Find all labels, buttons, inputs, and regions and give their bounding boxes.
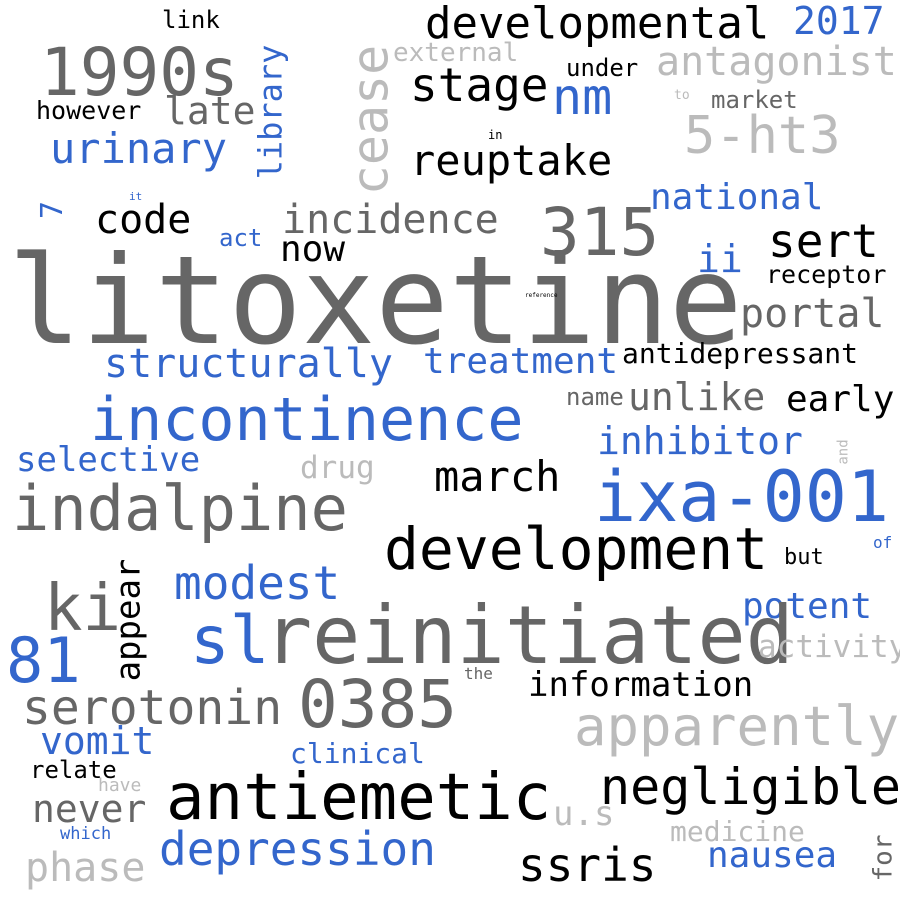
word-structurally: structurally	[104, 341, 393, 387]
word-appear: appear	[107, 558, 148, 682]
word-treatment: treatment	[423, 341, 619, 382]
word-market: market	[711, 86, 798, 114]
word-late: late	[164, 89, 256, 133]
word-portal: portal	[740, 291, 885, 337]
word-litoxetine: litoxetine	[8, 230, 743, 372]
word-receptor: receptor	[766, 260, 887, 289]
word-serotonin: serotonin	[22, 680, 283, 736]
word-early: early	[786, 379, 895, 420]
word-clinical: clinical	[290, 737, 425, 770]
word-ssris: ssris	[518, 838, 657, 892]
word-in: in	[488, 128, 503, 142]
word-national: national	[650, 177, 824, 218]
word-information: information	[528, 665, 754, 705]
word-1990s: 1990s	[40, 34, 239, 111]
word-under: under	[566, 54, 639, 82]
word-code: code	[95, 197, 192, 243]
word-but: but	[784, 545, 824, 570]
word-antagonist: antagonist	[656, 39, 897, 85]
word-urinary: urinary	[50, 124, 228, 173]
word-unlike: unlike	[628, 375, 766, 419]
word-link: link	[162, 6, 220, 34]
word-the: the	[464, 664, 493, 683]
word-inhibitor: inhibitor	[597, 419, 803, 463]
word-library: library	[250, 44, 289, 180]
word-modest: modest	[174, 556, 341, 610]
word-which: which	[60, 824, 112, 844]
word-reuptake: reuptake	[410, 136, 613, 185]
word-act: act	[219, 224, 263, 252]
word-ki: ki	[44, 572, 122, 646]
word-nausea: nausea	[707, 835, 838, 876]
word-cease: cease	[340, 44, 399, 196]
word-march: march	[434, 452, 561, 501]
word-apparently: apparently	[574, 695, 900, 758]
word-phase: phase	[25, 845, 146, 891]
word-vomit: vomit	[40, 719, 155, 763]
word-never: never	[32, 787, 147, 831]
word-81: 81	[6, 624, 81, 697]
word-incidence: incidence	[282, 197, 499, 243]
word-5-ht3: 5-ht3	[684, 106, 841, 166]
word-u-s: u.s	[553, 794, 615, 834]
word-name: name	[566, 383, 624, 411]
word-2017: 2017	[793, 0, 885, 43]
word-developmental: developmental	[425, 0, 770, 49]
word-7: 7	[35, 200, 71, 220]
word-incontinence: incontinence	[90, 385, 524, 455]
word-for: for	[867, 834, 898, 882]
word-sert: sert	[768, 214, 879, 268]
word-depression: depression	[159, 822, 436, 876]
word-activity: activity	[758, 629, 900, 665]
word-reference: reference	[525, 292, 558, 299]
word-it: it	[129, 190, 143, 203]
word-antidepressant: antidepressant	[622, 337, 859, 370]
word-negligible: negligible	[600, 758, 900, 816]
word-have: have	[98, 775, 142, 796]
word-selective: selective	[16, 440, 201, 480]
word-0385: 0385	[298, 666, 457, 743]
word-to: to	[674, 88, 690, 103]
word-indalpine: indalpine	[12, 472, 348, 545]
word-now: now	[280, 229, 346, 270]
word-of: of	[873, 533, 893, 552]
word-medicine: medicine	[670, 815, 805, 848]
word-sl: sl	[190, 602, 270, 679]
word-stage: stage	[410, 58, 549, 112]
word-ii: ii	[697, 237, 743, 281]
word-development: development	[384, 515, 769, 583]
word-relate: relate	[30, 756, 117, 784]
word-ixa-001: ixa-001	[594, 456, 890, 538]
word-external: external	[393, 38, 519, 68]
word-drug: drug	[300, 450, 375, 486]
word-antiemetic: antiemetic	[166, 761, 552, 835]
word-315: 315	[540, 194, 660, 271]
word-potent: potent	[742, 586, 873, 627]
word-reinitiated: reinitiated	[264, 589, 794, 682]
word-nm: nm	[552, 68, 613, 126]
word-however: however	[36, 96, 142, 125]
